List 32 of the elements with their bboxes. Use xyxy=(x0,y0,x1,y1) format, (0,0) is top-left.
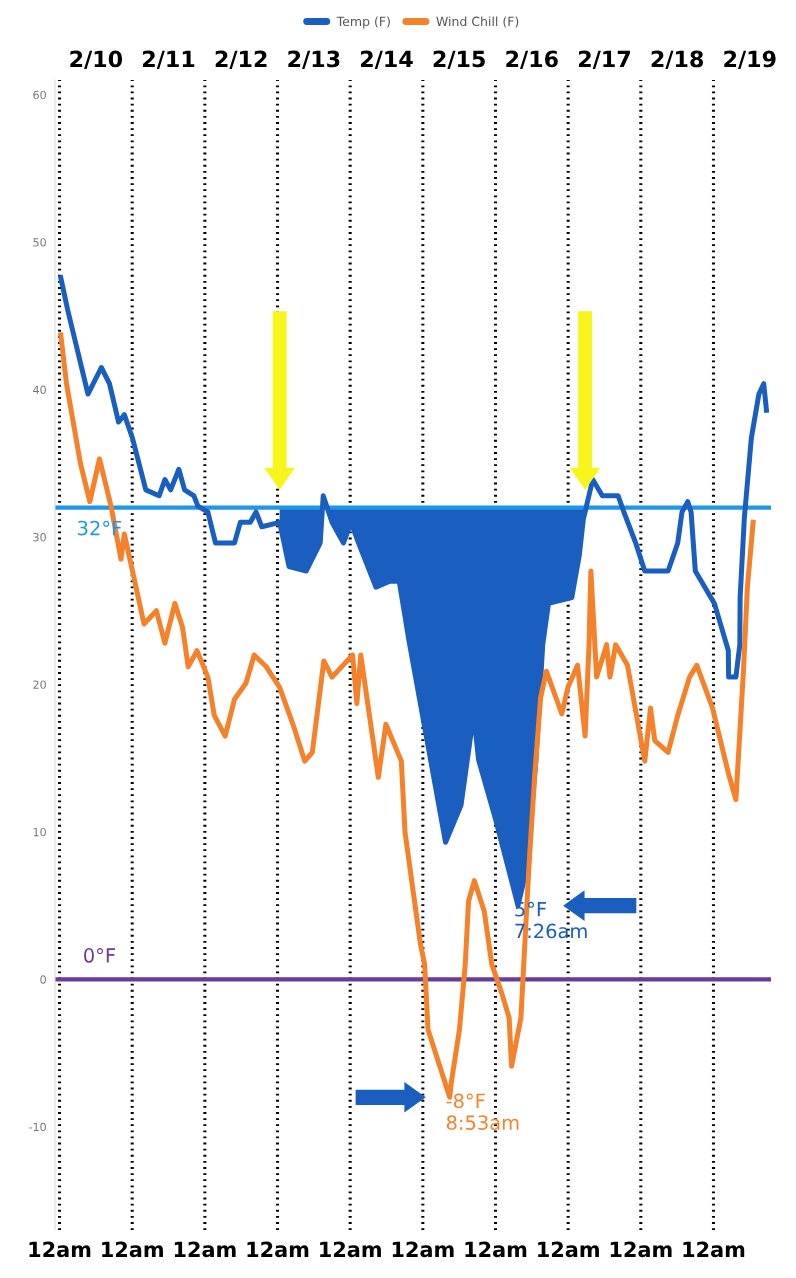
y-tick-label: 30 xyxy=(33,533,46,542)
x2-tick-label: 2/17 xyxy=(578,50,630,70)
y-tick-label: 40 xyxy=(33,385,46,394)
ref-line-label: 0°F xyxy=(84,948,115,963)
x2-tick-label: 2/13 xyxy=(288,50,340,70)
annotation: -8°F 8:53am xyxy=(446,1093,519,1130)
y-tick-label: 50 xyxy=(33,238,46,247)
x-tick-label: 12am xyxy=(102,1241,163,1258)
x2-tick-label: 2/10 xyxy=(70,50,123,70)
x-tick-label: 12am xyxy=(465,1241,527,1258)
x-tick-label: 12am xyxy=(392,1241,454,1258)
x2-tick-label: 2/14 xyxy=(361,50,413,70)
y-tick-label: -10 xyxy=(29,1122,46,1132)
x2-tick-label: 2/19 xyxy=(724,50,776,70)
x2-tick-label: 2/18 xyxy=(651,50,704,70)
x2-tick-label: 2/16 xyxy=(506,50,558,70)
x-tick-label: 12am xyxy=(320,1241,381,1258)
x-tick-label: 12am xyxy=(174,1241,236,1258)
y-tick-label: 60 xyxy=(33,90,46,100)
legend-label: Temp (F) xyxy=(336,16,390,29)
x-tick-label: 12am xyxy=(683,1241,745,1258)
y-tick-label: 0 xyxy=(40,975,46,984)
y-tick-label: 20 xyxy=(33,680,46,689)
x-tick-label: 12am xyxy=(247,1241,309,1258)
y-tick-label: 10 xyxy=(33,827,46,837)
legend-label: Wind Chill (F) xyxy=(436,16,519,28)
x2-tick-label: 2/11 xyxy=(143,50,195,70)
x2-tick-label: 2/15 xyxy=(433,50,485,70)
x2-tick-label: 2/12 xyxy=(215,50,267,70)
x-tick-label: 12am xyxy=(538,1241,599,1258)
x-tick-label: 12am xyxy=(29,1241,91,1258)
x-tick-label: 12am xyxy=(610,1241,672,1258)
